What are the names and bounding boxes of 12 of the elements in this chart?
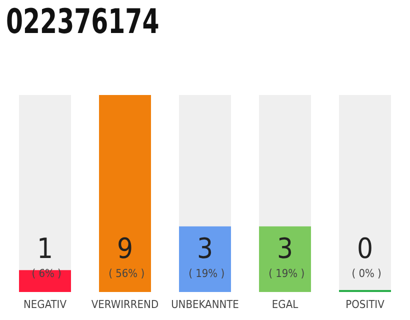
data-label: 1 ( 6% ) (28, 232, 62, 280)
data-label: 3 ( 19% ) (265, 232, 305, 280)
bar (19, 270, 71, 292)
chart-title: 022376174 (6, 2, 160, 42)
data-label: 3 ( 19% ) (185, 232, 225, 280)
data-label: 0 ( 0% ) (348, 232, 382, 280)
x-tick-label: POSITIV (346, 298, 385, 311)
x-tick-label: VERWIRREND (91, 298, 159, 311)
x-tick-label: UNBEKANNTE (171, 298, 239, 311)
x-tick-label: EGAL (272, 298, 299, 311)
data-label: 9 ( 56% ) (105, 232, 145, 280)
x-tick-label: NEGATIV (24, 298, 67, 311)
